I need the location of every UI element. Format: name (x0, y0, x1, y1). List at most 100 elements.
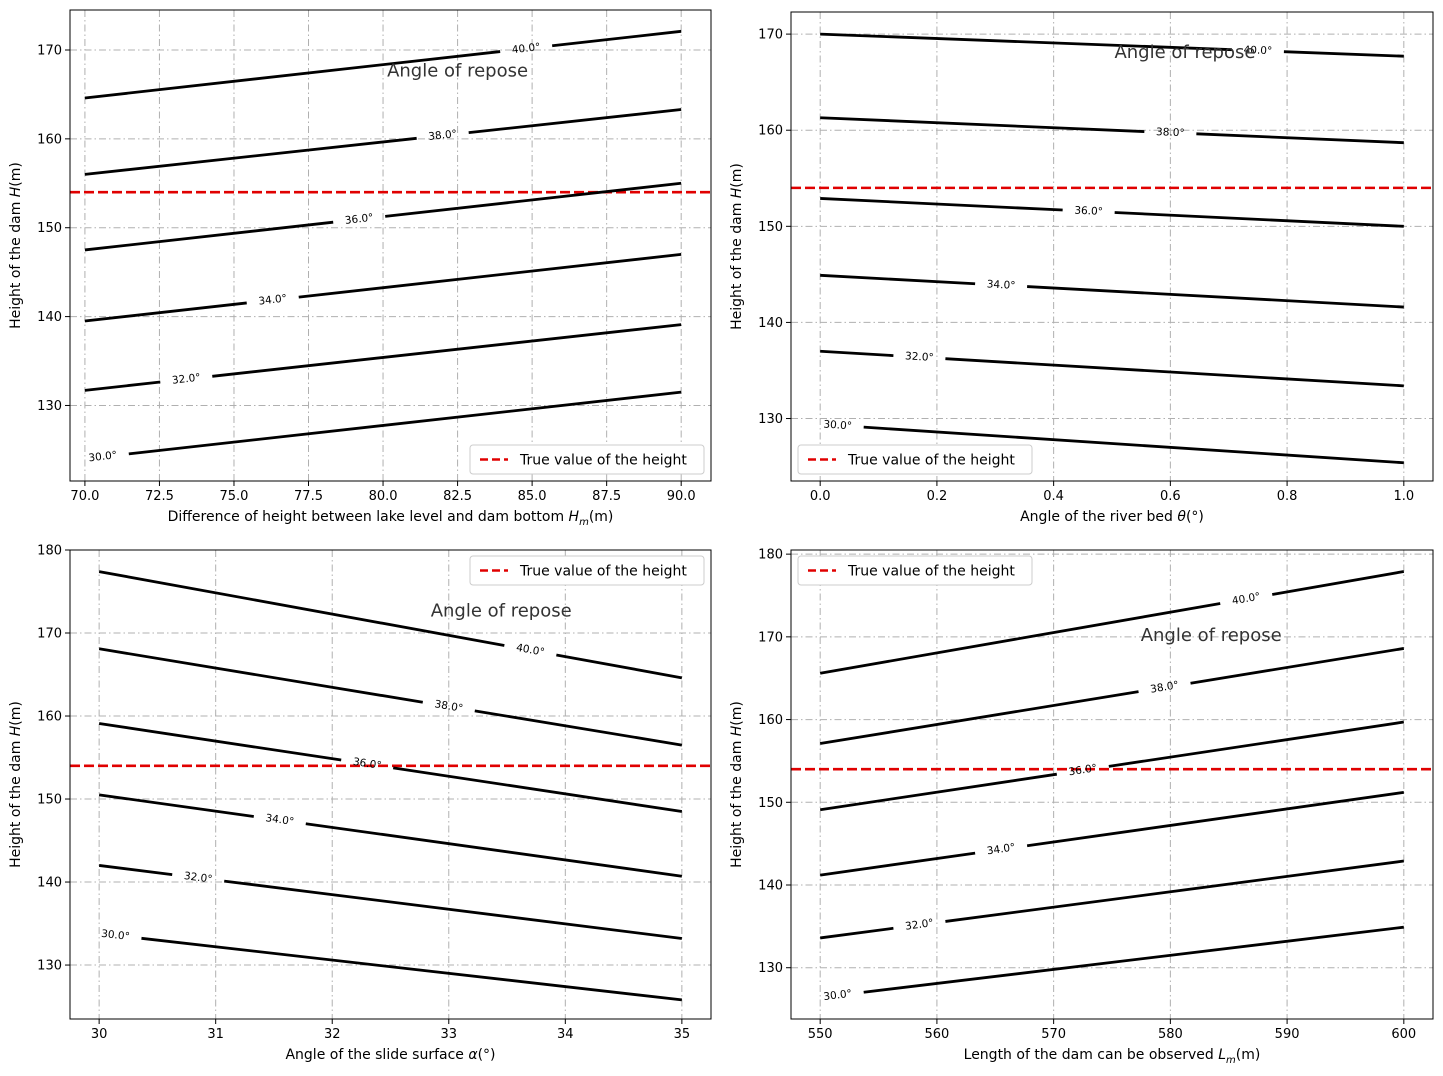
y-tick-label: 130 (758, 961, 783, 976)
y-tick-label: 140 (37, 310, 62, 325)
series-line-3 (305, 822, 683, 878)
legend-box (469, 555, 705, 586)
series-line-5 (474, 709, 683, 747)
plot-frame (790, 11, 1434, 482)
y-axis-label: Height of the dam H(m) (729, 701, 745, 868)
series-line-3 (1026, 790, 1405, 848)
series-line-5 (819, 690, 1139, 745)
legend-box (469, 444, 705, 475)
series-line-5 (820, 116, 1145, 133)
series-label-3: 34.0° (986, 841, 1016, 857)
x-tick-label: 560 (924, 1027, 949, 1042)
x-axis-label: Length of the dam can be observed Lm(m) (964, 1047, 1261, 1066)
legend-label: True value of the height (847, 564, 1015, 580)
series-line-3 (84, 301, 247, 323)
x-tick-label: 1.0 (1393, 489, 1414, 504)
series-label-2: 32.0° (183, 870, 213, 885)
series-line-3 (298, 252, 682, 299)
x-tick-label: 600 (1391, 1027, 1416, 1042)
x-tick-label: 80.0 (369, 489, 398, 504)
series-line-2 (98, 864, 173, 876)
series-label-5: 38.0° (1149, 679, 1179, 695)
series-line-2 (945, 357, 1404, 388)
series-line-4 (392, 766, 683, 813)
series-line-5 (1196, 132, 1404, 145)
series-line-2 (84, 380, 161, 392)
series-label-1: 30.0° (823, 988, 853, 1003)
legend-label: True value of the height (519, 564, 687, 580)
y-tick-label: 140 (37, 876, 62, 891)
series-line-2 (820, 349, 894, 357)
series-label-5: 38.0° (1156, 126, 1185, 139)
series-line-6 (84, 50, 501, 100)
series-line-4 (84, 220, 334, 252)
series-line-6 (1271, 570, 1405, 596)
series-line-2 (819, 926, 894, 940)
series-label-1: 30.0° (88, 449, 118, 464)
series-line-5 (84, 136, 417, 176)
x-axis-label: Difference of height between lake level … (168, 509, 614, 528)
x-tick-label: 35 (674, 1027, 691, 1042)
legend-label: True value of the height (519, 453, 687, 469)
plot-frame (790, 549, 1434, 1020)
x-tick-label: 0.8 (1277, 489, 1298, 504)
chart-panel-3: 30.0° 32.0° 34.0° 36.0° 38.0° 40.0° 30 31 32 33 34… (8, 544, 712, 1063)
series-label-6: 40.0° (515, 642, 545, 659)
y-tick-label: 170 (758, 28, 783, 43)
x-tick-label: 87.5 (592, 489, 621, 504)
series-label-6: 40.0° (511, 41, 541, 56)
x-tick-label: 30 (91, 1027, 108, 1042)
x-tick-label: 0.6 (1160, 489, 1181, 504)
y-axis-label: Height of the dam H(m) (8, 701, 24, 868)
y-tick-label: 160 (37, 710, 62, 725)
series-line-1 (128, 390, 682, 456)
series-line-6 (819, 602, 1221, 675)
y-tick-label: 140 (758, 316, 783, 331)
series-line-2 (224, 879, 683, 940)
x-tick-label: 90.0 (667, 489, 696, 504)
x-axis-label: Angle of the river bed θ(°) (1020, 509, 1204, 525)
series-line-4 (98, 722, 342, 762)
series-label-3: 34.0° (258, 292, 288, 307)
x-tick-label: 77.5 (294, 489, 323, 504)
chart-panel-2: 30.0° 32.0° 34.0° 36.0° 38.0° 40.0° 0.0 0.2 0.4 0… (729, 11, 1434, 525)
y-tick-label: 160 (758, 713, 783, 728)
series-label-1: 30.0° (101, 928, 131, 943)
legend-box (797, 444, 1033, 475)
series-line-1 (863, 925, 1404, 994)
y-tick-label: 150 (37, 793, 62, 808)
y-tick-label: 150 (37, 221, 62, 236)
x-tick-label: 580 (1158, 1027, 1183, 1042)
y-tick-label: 150 (758, 796, 783, 811)
chart-panel-4: 30.0° 32.0° 34.0° 36.0° 38.0° 40.0° 550 560 570 5… (729, 548, 1434, 1066)
series-line-3 (820, 273, 976, 286)
x-tick-label: 33 (440, 1027, 457, 1042)
y-tick-label: 130 (37, 959, 62, 974)
legend: True value of the height (797, 555, 1033, 586)
series-label-5: 38.0° (434, 698, 464, 715)
series-line-2 (212, 323, 682, 378)
series-line-6 (1283, 50, 1404, 58)
series-label-4: 36.0° (1074, 205, 1103, 218)
series-line-3 (98, 793, 254, 818)
legend-label: True value of the height (847, 453, 1015, 469)
y-tick-label: 180 (37, 544, 62, 559)
series-label-6: 40.0° (1231, 591, 1261, 608)
y-tick-label: 160 (37, 132, 62, 147)
legend-box (797, 555, 1033, 586)
plot-frame (69, 549, 712, 1020)
annotation-angle-of-repose: Angle of repose (1114, 42, 1255, 63)
annotation-angle-of-repose: Angle of repose (431, 600, 572, 621)
series-label-2: 32.0° (904, 917, 934, 933)
legend: True value of the height (469, 444, 705, 475)
series-line-1 (141, 936, 683, 1002)
x-tick-label: 32 (324, 1027, 341, 1042)
y-tick-label: 170 (758, 630, 783, 645)
series-line-4 (819, 772, 1058, 812)
annotation-angle-of-repose: Angle of repose (387, 61, 528, 82)
x-tick-label: 34 (557, 1027, 574, 1042)
series-line-6 (551, 29, 682, 48)
series-line-4 (1114, 211, 1404, 228)
series-label-4: 36.0° (1068, 762, 1098, 778)
